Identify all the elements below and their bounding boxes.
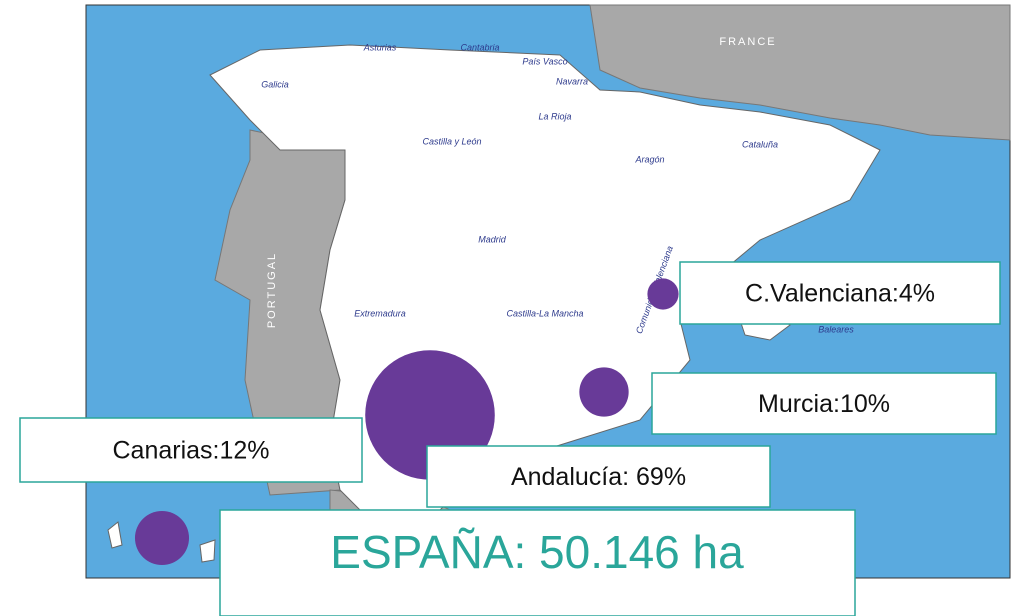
bubble [579,367,629,417]
region-label: Cantabria [460,42,499,52]
total-frame [219,509,856,616]
label-frame [679,261,1001,325]
region-label: Galicia [261,79,289,89]
region-label: Castilla y León [422,136,481,146]
label-frame [651,372,997,435]
label-box: C.Valenciana:4% [679,261,1001,325]
label-box: Andalucía: 69% [426,445,771,508]
bubble [647,278,679,310]
region-label: Madrid [478,234,507,244]
total-box: ESPAÑA: 50.146 ha [219,509,856,616]
region-label: Asturias [363,42,397,52]
island [107,521,123,549]
region-label: Navarra [556,76,588,86]
region-label: La Rioja [538,111,571,121]
france [589,4,1011,141]
region-label: Extremadura [354,308,406,318]
region-label: Baleares [818,324,854,334]
bubble-label: C.Valenciana:4% [745,280,935,308]
label-frame [426,445,771,508]
region-label: Castilla-La Mancha [506,308,583,318]
bubble-label: Murcia:10% [758,390,890,418]
bubble-label: Canarias:12% [112,437,269,465]
country-label: FRANCE [719,36,776,48]
total-label: ESPAÑA: 50.146 ha [330,526,744,578]
label-box: Murcia:10% [651,372,997,435]
bubble-label: Andalucía: 69% [511,463,686,491]
label-box: Canarias:12% [19,417,363,483]
country-label: PORTUGAL [266,252,278,328]
region-label: País Vasco [522,56,567,66]
label-frame [19,417,363,483]
region-label: Cataluña [742,139,778,149]
region-label: Aragón [634,154,664,164]
island [199,539,216,563]
bubble [134,510,190,566]
